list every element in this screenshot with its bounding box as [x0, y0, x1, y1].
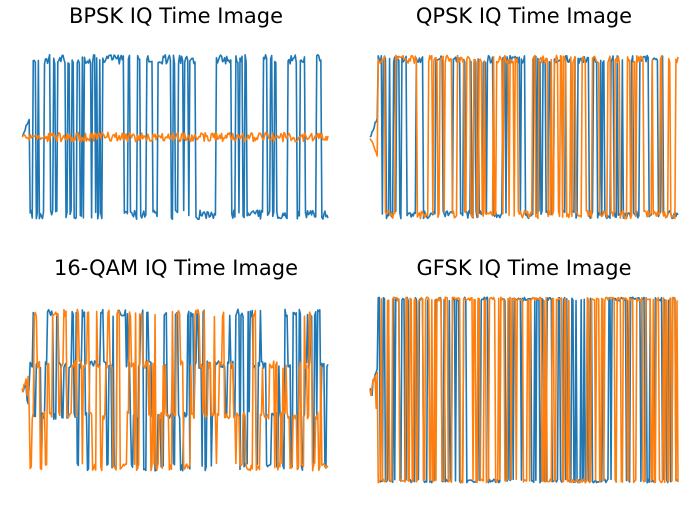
series-line-q	[21, 131, 329, 143]
title-bpsk: BPSK IQ Time Image	[68, 4, 284, 28]
series-line-q	[21, 308, 329, 472]
title-16qam: 16-QAM IQ Time Image	[54, 256, 298, 280]
plot-bpsk	[21, 53, 329, 221]
plot-16qam	[21, 308, 329, 472]
series-line-q	[369, 54, 679, 220]
title-gfsk: GFSK IQ Time Image	[416, 256, 632, 280]
plot-qpsk	[369, 54, 679, 220]
plot-gfsk	[369, 296, 679, 484]
title-qpsk: QPSK IQ Time Image	[415, 4, 633, 28]
series-line-q	[369, 296, 679, 484]
